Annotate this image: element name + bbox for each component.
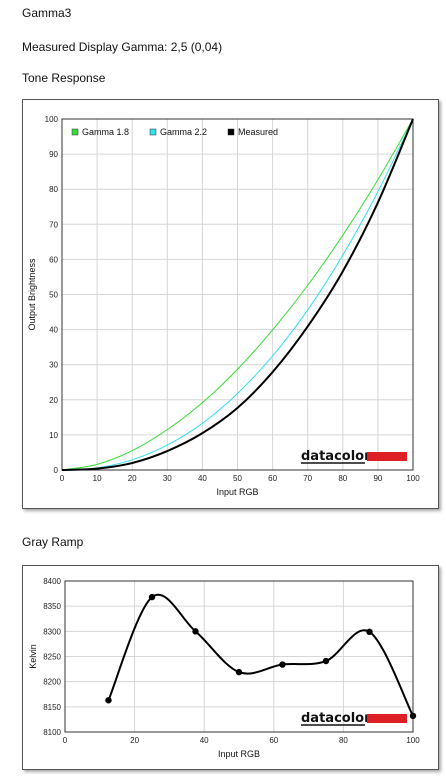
legend-swatch [71, 128, 79, 136]
y-axis-label: Kelvin [28, 644, 38, 669]
x-tick-label: 90 [373, 474, 382, 483]
y-tick-label: 80 [49, 185, 58, 194]
kelvin-point [148, 593, 156, 601]
x-tick-label: 40 [198, 474, 207, 483]
plot-border [64, 580, 414, 733]
gamma-2-2-line [61, 118, 414, 471]
legend-swatch [149, 128, 157, 136]
y-tick-label: 10 [49, 431, 58, 440]
gray-ramp-chart: 0 20 40 60 80 100 8100 8150 8200 8250 8300 8350 8400… [28, 577, 420, 759]
plot-border [61, 118, 414, 471]
datacolor-logo: datacolor [301, 449, 407, 464]
y-tick-label: 8400 [43, 577, 61, 586]
gray-ramp-heading: Gray Ramp [22, 535, 84, 549]
y-tick-label: 100 [45, 115, 59, 124]
y-tick-label: 30 [49, 361, 58, 370]
y-axis-label: Output Brightness [27, 258, 37, 331]
x-tick-label: 50 [233, 474, 242, 483]
datacolor-logo: datacolor [301, 711, 407, 726]
kelvin-point [235, 668, 243, 676]
y-tick-label: 50 [49, 291, 58, 300]
brand-red-bar [367, 452, 407, 461]
x-tick-label: 100 [406, 474, 420, 483]
gray-ramp-panel: 0 20 40 60 80 100 8100 8150 8200 8250 8300 8350 8400… [22, 565, 439, 770]
page-title: Gamma3 [22, 6, 72, 20]
legend-label: Gamma 1.8 [82, 127, 129, 137]
x-tick-label: 60 [268, 474, 277, 483]
brand-red-bar [367, 714, 407, 723]
y-tick-label: 8250 [43, 653, 61, 662]
gamma-1-8-line [61, 118, 414, 471]
legend-label: Measured [238, 127, 278, 137]
brand-text: datacolor [301, 711, 371, 726]
y-tick-label: 0 [54, 466, 59, 475]
measured-line [61, 118, 414, 471]
x-tick-label: 80 [338, 474, 347, 483]
x-tick-label: 0 [63, 736, 68, 745]
x-tick-label: 80 [339, 736, 348, 745]
y-tick-label: 8150 [43, 703, 61, 712]
kelvin-point [366, 628, 373, 636]
legend-label: Gamma 2.2 [160, 127, 207, 137]
x-tick-label: 10 [93, 474, 102, 483]
kelvin-point [105, 697, 112, 704]
tone-response-chart: 0 10 20 30 40 50 60 70 80 90 100 0 10 20 30 40 50 60 70 80 9… [27, 115, 420, 497]
x-axis-label: Input RGB [218, 749, 260, 759]
brand-text: datacolor [301, 449, 371, 464]
legend-swatch [227, 128, 235, 136]
y-tick-label: 40 [49, 326, 58, 335]
kelvin-point [192, 628, 199, 635]
x-tick-label: 30 [163, 474, 172, 483]
y-tick-label: 60 [49, 255, 58, 264]
y-tick-label: 8200 [43, 678, 61, 687]
kelvin-point [279, 661, 286, 668]
x-tick-label: 70 [303, 474, 312, 483]
measured-gamma-text: Measured Display Gamma: 2,5 (0,04) [22, 40, 223, 54]
legend: Gamma 1.8 Gamma 2.2 Measured [71, 127, 278, 137]
y-tick-label: 90 [49, 150, 58, 159]
x-tick-label: 100 [406, 736, 420, 745]
kelvin-point [322, 657, 330, 665]
y-tick-label: 8100 [43, 728, 61, 737]
y-tick-label: 8350 [43, 602, 61, 611]
y-tick-label: 70 [49, 220, 58, 229]
x-tick-label: 60 [269, 736, 278, 745]
x-tick-label: 40 [200, 736, 209, 745]
y-tick-label: 8300 [43, 627, 61, 636]
x-axis-label: Input RGB [216, 487, 258, 497]
x-tick-label: 0 [60, 474, 65, 483]
x-tick-label: 20 [130, 736, 139, 745]
y-tick-label: 20 [49, 396, 58, 405]
tone-response-panel: 0 10 20 30 40 50 60 70 80 90 100 0 10 20 30 40 50 60 70 80 9… [22, 99, 439, 509]
tone-response-heading: Tone Response [22, 71, 106, 85]
kelvin-point [409, 712, 417, 720]
x-tick-label: 20 [128, 474, 137, 483]
